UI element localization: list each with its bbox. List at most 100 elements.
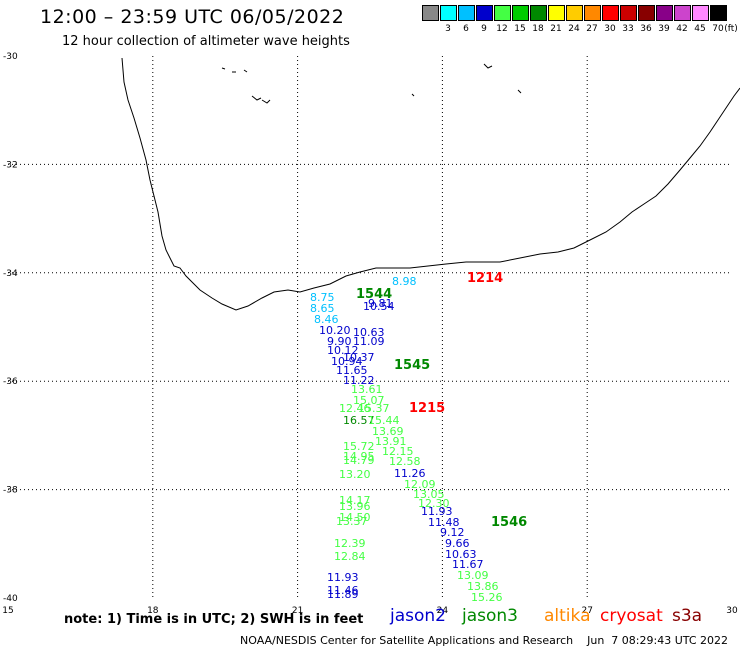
lon-tick-label: 27 (581, 606, 592, 616)
swh-value: 13.20 (339, 468, 371, 481)
island-marks (221, 63, 522, 104)
scale-label: 27 (586, 24, 598, 34)
swh-value: 11.93 (327, 571, 359, 584)
lat-tick-label: -30 (3, 52, 18, 62)
swh-value: 11.89 (327, 588, 359, 601)
scale-label: 6 (463, 24, 469, 34)
scale-swatch (458, 5, 475, 21)
lon-tick-label: 30 (726, 606, 738, 616)
scale-swatch (602, 5, 619, 21)
swh-value: 13.86 (467, 580, 499, 593)
swh-value: 16.57 (343, 414, 375, 427)
swh-value: 13.96 (339, 500, 371, 513)
scale-swatch (512, 5, 529, 21)
swh-value: 12.84 (334, 550, 366, 563)
swh-value: 13.91 (375, 435, 407, 448)
satellite-jason3: jason3 (462, 606, 518, 626)
pass-time-label: 1214 (467, 271, 504, 286)
lon-tick-label: 24 (437, 606, 449, 616)
swh-value: 11.22 (343, 374, 375, 387)
lat-tick-label: -32 (3, 160, 18, 170)
swh-value: 8.75 (310, 291, 335, 304)
swh-value: 10.20 (319, 324, 351, 337)
scale-label: 36 (640, 24, 652, 34)
scale-swatch (494, 5, 511, 21)
swh-value: 11.93 (421, 505, 453, 518)
satellite-altika: altika (544, 606, 591, 626)
scale-swatch (710, 5, 727, 21)
swh-value: 9.81 (368, 297, 393, 310)
swh-value: 13.37 (336, 515, 368, 528)
swh-value: 12.46 (339, 402, 371, 415)
swh-value: 13.69 (372, 425, 404, 438)
satellite-s3a: s3a (672, 606, 703, 626)
swh-value: 12.39 (334, 537, 366, 550)
scale-swatch (530, 5, 547, 21)
swh-value: 11.09 (353, 335, 385, 348)
lat-tick-label: -34 (3, 269, 18, 279)
swh-value: 13.09 (457, 569, 489, 582)
swh-value: 11.65 (336, 364, 368, 377)
swh-value: 11.26 (394, 467, 426, 480)
swh-value: 10.37 (343, 351, 375, 364)
scale-swatch (584, 5, 601, 21)
lat-tick-label: -38 (3, 486, 18, 496)
grid (8, 56, 732, 598)
swh-value: 14.79 (343, 454, 375, 467)
lat-tick-label: -40 (3, 594, 18, 604)
chart-title: 12:00 – 23:59 UTC 06/05/2022 (40, 6, 345, 28)
swh-value: 8.98 (392, 275, 417, 288)
scale-unit: (ft) (724, 24, 738, 34)
swh-value: 12.09 (404, 478, 436, 491)
swh-value: 8.65 (310, 302, 335, 315)
scale-label: 21 (550, 24, 562, 34)
scale-label: 3 (445, 24, 451, 34)
pass-time-label: 1545 (394, 358, 431, 373)
swh-value: 12.58 (389, 455, 421, 468)
swh-value: 15.07 (353, 394, 385, 407)
scale-label: 30 (604, 24, 616, 34)
swh-value: 15.44 (368, 414, 400, 427)
swh-value: 10.63 (353, 326, 385, 339)
lon-tick-label: 21 (292, 606, 303, 616)
swh-value: 10.94 (331, 355, 363, 368)
swh-value: 15.37 (358, 402, 390, 415)
scale-swatch (638, 5, 655, 21)
scale-label: 39 (658, 24, 670, 34)
swh-value: 9.66 (445, 537, 470, 550)
swh-value: 12.15 (382, 445, 414, 458)
scale-label: 42 (676, 24, 688, 34)
swh-value: 8.46 (314, 313, 339, 326)
scale-label: 9 (481, 24, 487, 34)
scale-label: 12 (496, 24, 508, 34)
pass-time-label: 1544 (356, 287, 393, 302)
scale-label: 33 (622, 24, 634, 34)
scale-swatch (476, 5, 493, 21)
swh-value: 13.05 (413, 488, 445, 501)
scale-label: 24 (568, 24, 580, 34)
swh-value: 9.12 (440, 526, 465, 539)
scale-label: 45 (694, 24, 706, 34)
lon-tick-label: 15 (2, 606, 13, 616)
swh-value: 10.54 (363, 300, 395, 313)
swh-value: 12.30 (418, 497, 450, 510)
lat-tick-label: -36 (3, 377, 18, 387)
swh-value: 11.67 (452, 558, 484, 571)
scale-swatch (440, 5, 457, 21)
scale-swatch (620, 5, 637, 21)
coastline (121, 57, 740, 311)
scale-swatch (674, 5, 691, 21)
swh-value: 11.48 (428, 516, 460, 529)
scale-swatch (548, 5, 565, 21)
swh-value: 11.46 (327, 584, 359, 597)
satellite-jason2: jason2 (390, 606, 446, 626)
scale-swatch (692, 5, 709, 21)
scale-swatch (566, 5, 583, 21)
swh-value: 13.61 (351, 383, 383, 396)
satellite-cryosat: cryosat (600, 606, 663, 626)
scale-swatch (656, 5, 673, 21)
scale-label: 15 (514, 24, 526, 34)
pass-time-label: 1546 (491, 515, 528, 530)
color-scale: 3 6 9 12 15 18 21 24 27 30 33 36 39 42 45 70 (ft) (422, 5, 738, 35)
